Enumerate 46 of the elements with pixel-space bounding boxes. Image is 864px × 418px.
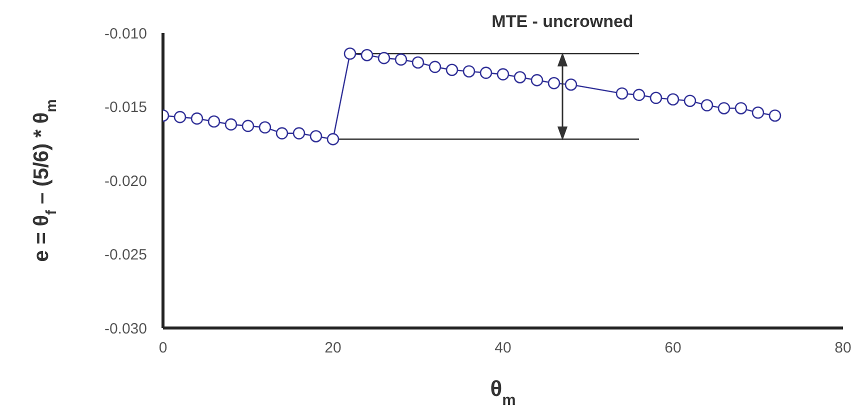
point xyxy=(360,48,374,62)
point xyxy=(480,66,492,79)
x-axis-title: θ$_{m}$ xyxy=(490,376,516,408)
y-tick-label: -0.015 xyxy=(104,99,147,116)
point xyxy=(446,64,458,76)
y-tick-label: -0.010 xyxy=(104,25,147,42)
point xyxy=(174,110,186,124)
point xyxy=(412,56,424,69)
point xyxy=(378,52,390,64)
point xyxy=(666,93,680,106)
point xyxy=(616,87,628,100)
point xyxy=(258,121,272,134)
point xyxy=(718,102,730,114)
x-tick-label: 40 xyxy=(494,340,512,357)
point xyxy=(632,88,646,102)
y-tick-label: -0.020 xyxy=(104,172,147,190)
point xyxy=(650,92,662,104)
point xyxy=(768,109,782,122)
text: MTE - uncrowned xyxy=(492,12,634,31)
point xyxy=(224,118,238,131)
point xyxy=(190,112,204,125)
point xyxy=(326,133,340,146)
point xyxy=(428,60,442,74)
y-tick-label: -0.030 xyxy=(104,320,147,338)
point xyxy=(548,77,560,90)
point xyxy=(344,48,356,60)
point xyxy=(276,127,288,140)
point xyxy=(462,65,476,78)
point xyxy=(700,99,714,112)
point xyxy=(394,53,408,66)
point xyxy=(242,120,254,132)
x-tick-label: 0 xyxy=(158,340,168,357)
point xyxy=(292,127,306,140)
point xyxy=(496,68,510,80)
point xyxy=(514,71,526,84)
y-tick-label: -0.025 xyxy=(104,246,147,264)
x-tick-label: 60 xyxy=(664,340,682,357)
point xyxy=(564,78,578,91)
point xyxy=(208,115,220,128)
point xyxy=(734,102,748,114)
point xyxy=(310,130,322,142)
point xyxy=(684,94,696,107)
x-tick-label: 20 xyxy=(324,340,342,357)
point xyxy=(530,74,544,86)
point xyxy=(752,106,764,119)
x-tick-label: 80 xyxy=(834,340,852,357)
